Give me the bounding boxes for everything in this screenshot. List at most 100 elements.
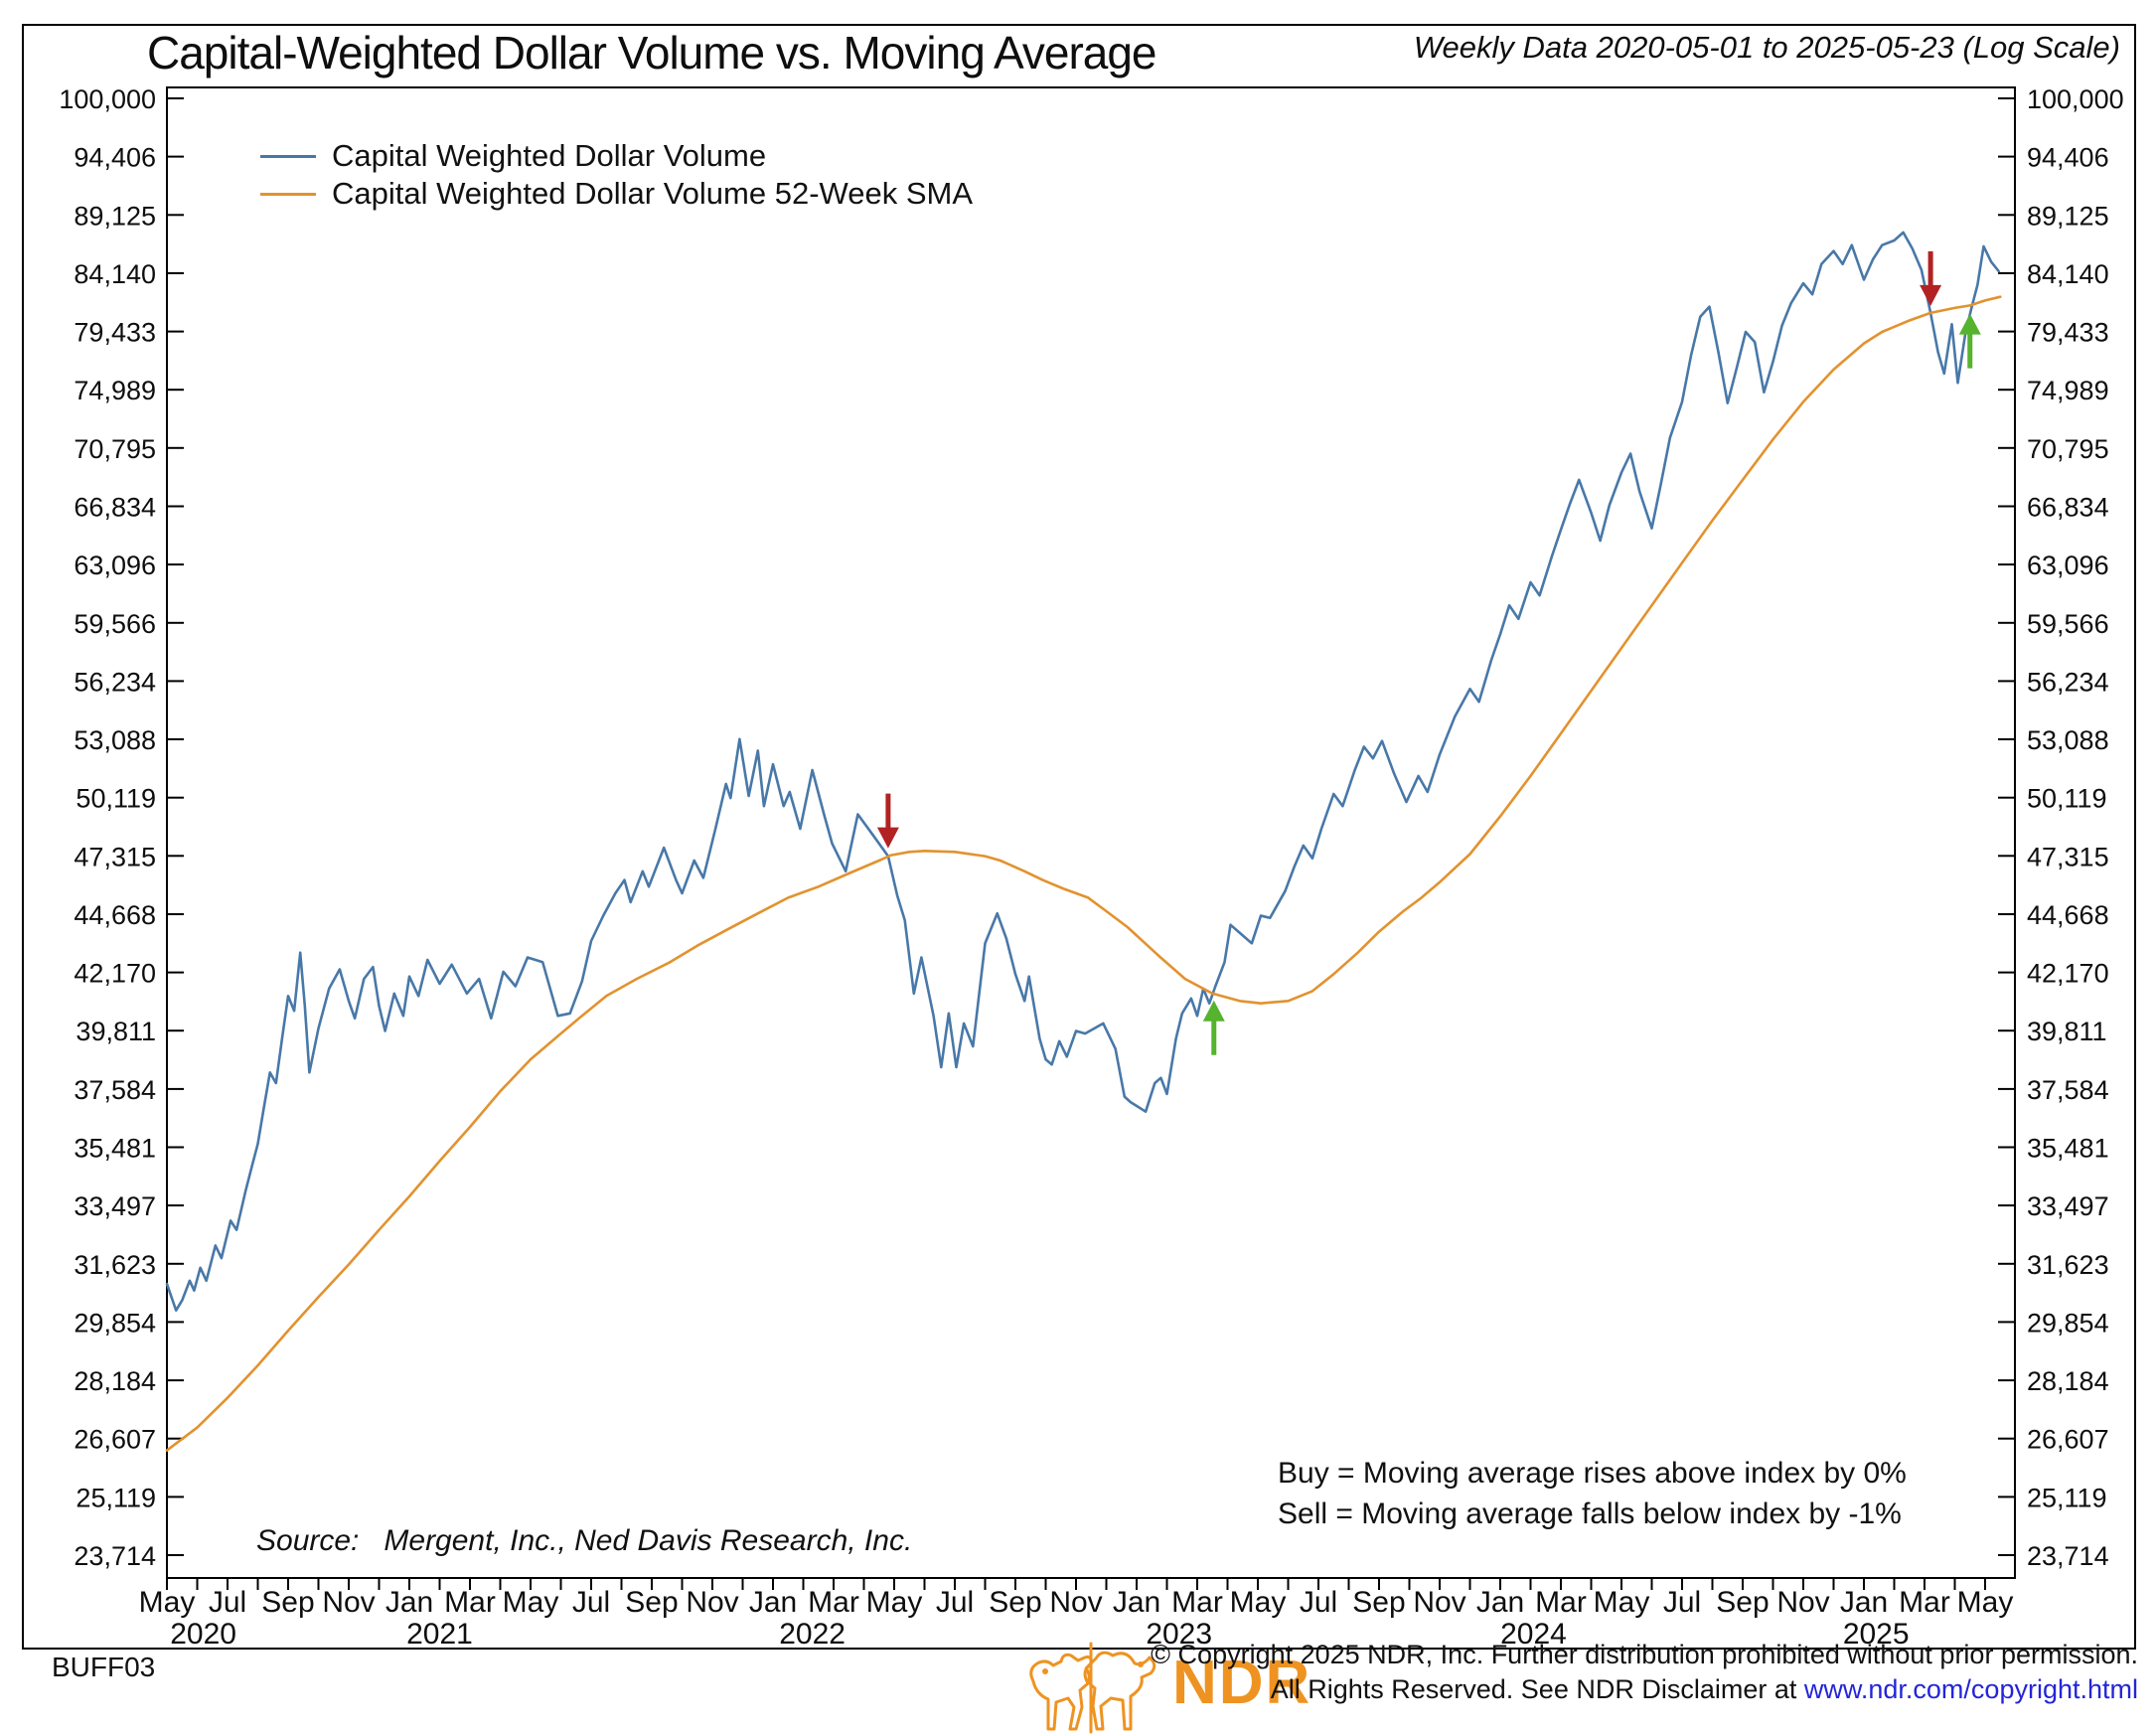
- svg-text:42,170: 42,170: [74, 959, 156, 989]
- svg-text:25,119: 25,119: [76, 1483, 156, 1512]
- svg-text:May: May: [503, 1586, 559, 1619]
- svg-text:31,623: 31,623: [74, 1250, 156, 1280]
- legend-label: Capital Weighted Dollar Volume: [332, 138, 767, 173]
- svg-text:31,623: 31,623: [2027, 1250, 2109, 1280]
- sell-arrow-icon: [1920, 250, 1942, 306]
- svg-text:94,406: 94,406: [74, 143, 156, 173]
- svg-text:66,834: 66,834: [2027, 493, 2109, 523]
- svg-text:35,481: 35,481: [74, 1134, 156, 1164]
- svg-text:39,811: 39,811: [2027, 1017, 2107, 1046]
- svg-text:Sep: Sep: [1716, 1586, 1769, 1619]
- buy-rule-text: Buy = Moving average rises above index b…: [1278, 1457, 1907, 1490]
- svg-text:100,000: 100,000: [59, 84, 156, 114]
- svg-text:47,315: 47,315: [74, 842, 156, 871]
- svg-text:28,184: 28,184: [2027, 1366, 2109, 1396]
- chart-title: Capital-Weighted Dollar Volume vs. Movin…: [147, 27, 1157, 79]
- series-sma-line: [165, 295, 2002, 1452]
- buy-arrow-icon: [1958, 313, 1981, 369]
- svg-text:2023: 2023: [1146, 1618, 1212, 1651]
- svg-text:Nov: Nov: [1049, 1586, 1102, 1619]
- svg-text:Nov: Nov: [322, 1586, 375, 1619]
- svg-text:100,000: 100,000: [2027, 84, 2124, 114]
- svg-text:Jul: Jul: [572, 1586, 610, 1619]
- svg-text:May: May: [1594, 1586, 1650, 1619]
- copyright-block: © Copyright 2025 NDR, Inc. Further distr…: [1151, 1638, 2138, 1707]
- svg-text:35,481: 35,481: [2027, 1134, 2109, 1164]
- sell-arrow-icon: [876, 793, 899, 849]
- copyright-line-2-text: All Rights Reserved. See NDR Disclaimer …: [1270, 1674, 1804, 1704]
- svg-text:May: May: [1957, 1586, 2014, 1619]
- svg-text:84,140: 84,140: [74, 259, 156, 289]
- svg-text:53,088: 53,088: [74, 725, 156, 755]
- svg-text:2024: 2024: [1500, 1618, 1567, 1651]
- svg-text:79,433: 79,433: [2027, 318, 2109, 348]
- svg-text:Mar: Mar: [808, 1586, 859, 1619]
- svg-text:39,811: 39,811: [76, 1017, 156, 1046]
- svg-text:26,607: 26,607: [2027, 1425, 2109, 1455]
- sell-rule-text: Sell = Moving average falls below index …: [1278, 1498, 1902, 1530]
- svg-text:50,119: 50,119: [2027, 784, 2107, 814]
- svg-text:84,140: 84,140: [2027, 259, 2109, 289]
- svg-text:37,584: 37,584: [74, 1075, 156, 1105]
- legend: Capital Weighted Dollar Volume Capital We…: [260, 137, 973, 213]
- svg-text:89,125: 89,125: [2027, 201, 2109, 231]
- chart-id-label: BUFF03: [52, 1652, 156, 1682]
- svg-text:Mar: Mar: [1535, 1586, 1587, 1619]
- svg-text:May: May: [866, 1586, 923, 1619]
- svg-text:2020: 2020: [170, 1618, 236, 1651]
- svg-text:29,854: 29,854: [2027, 1308, 2109, 1338]
- legend-line-sample: [260, 192, 316, 196]
- svg-text:56,234: 56,234: [74, 667, 156, 697]
- svg-text:2022: 2022: [779, 1618, 846, 1651]
- svg-text:Jan: Jan: [1113, 1586, 1160, 1619]
- plot-border: [166, 86, 2016, 1579]
- svg-text:29,854: 29,854: [74, 1308, 156, 1338]
- svg-text:Jul: Jul: [209, 1586, 246, 1619]
- buy-arrow-icon: [1202, 1000, 1225, 1055]
- svg-text:Nov: Nov: [1776, 1586, 1829, 1619]
- svg-text:Jul: Jul: [936, 1586, 974, 1619]
- svg-text:70,795: 70,795: [2027, 434, 2109, 464]
- svg-text:Jan: Jan: [385, 1586, 433, 1619]
- copyright-line-2: All Rights Reserved. See NDR Disclaimer …: [1151, 1672, 2138, 1707]
- svg-text:37,584: 37,584: [2027, 1075, 2109, 1105]
- copyright-line-1: © Copyright 2025 NDR, Inc. Further distr…: [1151, 1640, 2138, 1669]
- svg-text:47,315: 47,315: [2027, 842, 2109, 871]
- svg-text:59,566: 59,566: [2027, 609, 2109, 639]
- svg-text:Sep: Sep: [1352, 1586, 1405, 1619]
- x-axis: May Jul Sep Nov Jan Mar May Jul Sep Nov Jan Mar May J…: [139, 1578, 2014, 1651]
- svg-text:Nov: Nov: [686, 1586, 738, 1619]
- svg-text:94,406: 94,406: [2027, 143, 2109, 173]
- copyright-link[interactable]: www.ndr.com/copyright.html: [1803, 1674, 2138, 1704]
- svg-text:Jul: Jul: [1300, 1586, 1337, 1619]
- svg-text:74,989: 74,989: [74, 376, 156, 405]
- ndr-wordmark: NDR: [1172, 1649, 1312, 1717]
- svg-text:44,668: 44,668: [74, 900, 156, 930]
- svg-text:Sep: Sep: [989, 1586, 1041, 1619]
- y-axis: 100,000 100,000 94,406 94,406 89,125 89,125 84…: [59, 84, 2123, 1571]
- chart-subtitle: Weekly Data 2020-05-01 to 2025-05-23 (Lo…: [1413, 30, 2120, 65]
- svg-text:Sep: Sep: [625, 1586, 678, 1619]
- svg-text:33,497: 33,497: [2027, 1191, 2109, 1221]
- svg-text:Mar: Mar: [1171, 1586, 1223, 1619]
- signal-arrows: [876, 250, 1981, 1055]
- svg-text:23,714: 23,714: [2027, 1541, 2109, 1571]
- svg-text:53,088: 53,088: [2027, 725, 2109, 755]
- svg-text:33,497: 33,497: [74, 1191, 156, 1221]
- svg-text:44,668: 44,668: [2027, 900, 2109, 930]
- svg-text:Jan: Jan: [1840, 1586, 1888, 1619]
- svg-text:70,795: 70,795: [74, 434, 156, 464]
- svg-text:50,119: 50,119: [76, 784, 156, 814]
- svg-text:89,125: 89,125: [74, 201, 156, 231]
- svg-text:Mar: Mar: [1899, 1586, 1950, 1619]
- signal-rules: Buy = Moving average rises above index b…: [1278, 1453, 1907, 1534]
- svg-text:66,834: 66,834: [74, 493, 156, 523]
- svg-text:79,433: 79,433: [74, 318, 156, 348]
- svg-text:59,566: 59,566: [74, 609, 156, 639]
- series-volume-line: [165, 231, 2000, 1312]
- chart-outer-border: [22, 24, 2136, 1650]
- svg-text:56,234: 56,234: [2027, 667, 2109, 697]
- svg-text:Jan: Jan: [1476, 1586, 1524, 1619]
